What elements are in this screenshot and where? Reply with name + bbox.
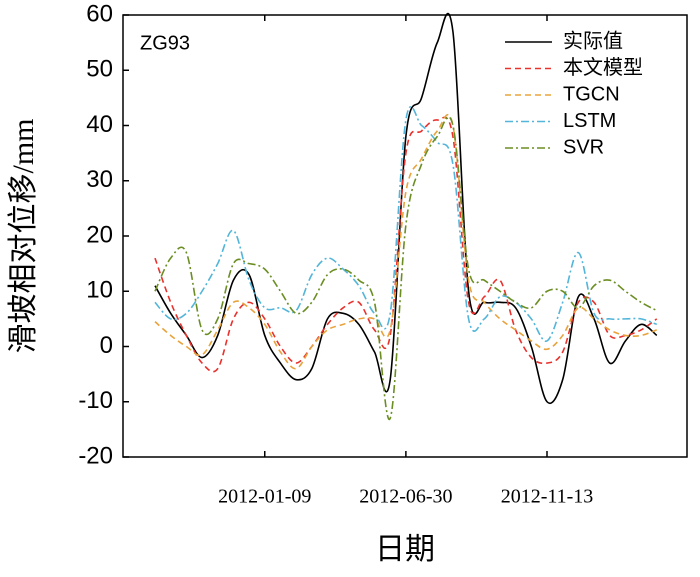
x-tick-label: 2012-06-30 <box>359 486 452 508</box>
series-line <box>154 114 658 370</box>
x-tick-label: 2012-11-13 <box>501 486 594 508</box>
legend-label: LSTM <box>563 110 616 132</box>
series-line <box>154 105 658 342</box>
y-tick-label: 40 <box>86 111 113 138</box>
y-tick-label: 30 <box>86 166 113 193</box>
legend-label: TGCN <box>563 83 620 105</box>
y-tick-label: 10 <box>86 277 113 304</box>
annotation: ZG93 <box>140 32 190 54</box>
legend-label: 本文模型 <box>563 56 643 79</box>
series-line <box>154 116 658 373</box>
y-tick-label: -20 <box>78 442 113 469</box>
legend-label: 实际值 <box>563 29 623 52</box>
y-tick-label: 60 <box>86 0 113 27</box>
y-axis-label: 滑坡相对位移/mm <box>7 118 40 353</box>
legend-label: SVR <box>563 136 604 158</box>
series-line <box>154 116 658 420</box>
x-tick-label: 2012-01-09 <box>218 486 311 508</box>
y-tick-label: 0 <box>100 332 113 359</box>
y-tick-label: 50 <box>86 56 113 83</box>
y-tick-label: 20 <box>86 221 113 248</box>
x-axis-label: 日期 <box>375 533 435 566</box>
y-tick-label: -10 <box>78 387 113 414</box>
